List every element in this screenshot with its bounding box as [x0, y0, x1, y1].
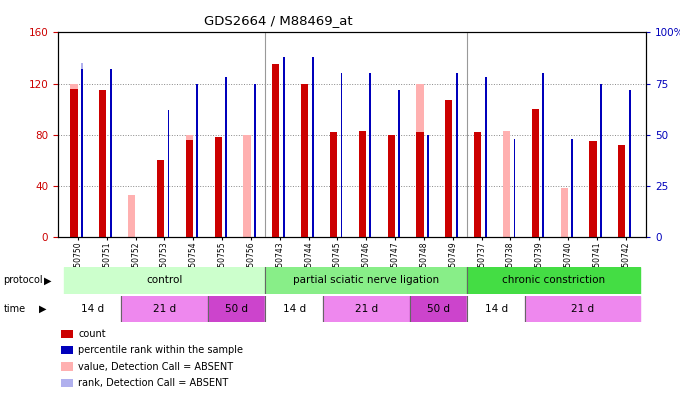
Bar	[63, 296, 121, 322]
Bar	[272, 64, 279, 237]
Text: GDS2664 / M88469_at: GDS2664 / M88469_at	[204, 14, 353, 27]
Bar	[70, 89, 78, 237]
Text: chronic constriction: chronic constriction	[502, 275, 605, 286]
Bar	[388, 134, 394, 237]
Text: percentile rank within the sample: percentile rank within the sample	[78, 345, 243, 355]
Bar	[265, 267, 467, 294]
Bar	[70, 83, 78, 237]
Text: 21 d: 21 d	[355, 304, 378, 314]
Bar	[341, 73, 343, 237]
Text: count: count	[78, 329, 106, 339]
Text: ▶: ▶	[44, 275, 52, 286]
Bar	[110, 69, 112, 237]
Bar	[571, 139, 573, 237]
Bar	[358, 131, 366, 237]
Bar	[456, 73, 458, 237]
Bar	[63, 267, 265, 294]
Text: partial sciatic nerve ligation: partial sciatic nerve ligation	[293, 275, 439, 286]
Text: 14 d: 14 d	[283, 304, 306, 314]
Text: 50 d: 50 d	[225, 304, 248, 314]
Bar	[485, 77, 487, 237]
Bar	[543, 73, 544, 237]
Bar	[186, 140, 193, 237]
Text: rank, Detection Call = ABSENT: rank, Detection Call = ABSENT	[78, 378, 228, 388]
Bar	[312, 57, 313, 237]
Bar	[81, 63, 83, 237]
Bar	[445, 100, 452, 237]
Bar	[330, 132, 337, 237]
Text: 14 d: 14 d	[81, 304, 104, 314]
Text: 14 d: 14 d	[485, 304, 508, 314]
Bar	[186, 134, 193, 237]
Bar	[369, 155, 371, 237]
Bar	[427, 134, 429, 237]
Bar	[629, 90, 631, 237]
Bar	[503, 131, 510, 237]
Text: protocol: protocol	[3, 275, 43, 286]
Bar	[225, 77, 227, 237]
Bar	[323, 296, 409, 322]
Bar	[600, 83, 602, 237]
Text: ▶: ▶	[39, 304, 47, 314]
Bar	[409, 296, 467, 322]
Text: 21 d: 21 d	[571, 304, 594, 314]
Bar	[197, 83, 198, 237]
Bar	[398, 90, 400, 237]
Bar	[427, 134, 429, 237]
Text: control: control	[146, 275, 183, 286]
Bar	[168, 110, 169, 237]
Bar	[416, 132, 424, 237]
Bar	[254, 83, 256, 237]
Bar	[81, 69, 83, 237]
Bar	[416, 83, 424, 237]
Bar	[467, 267, 641, 294]
Text: 21 d: 21 d	[153, 304, 176, 314]
Text: time: time	[3, 304, 26, 314]
Bar	[513, 139, 515, 237]
Bar	[474, 132, 481, 237]
Bar	[265, 296, 323, 322]
Bar	[214, 137, 222, 237]
Bar	[128, 195, 135, 237]
Bar	[525, 296, 641, 322]
Bar	[369, 73, 371, 237]
Text: 50 d: 50 d	[427, 304, 450, 314]
Bar	[157, 160, 164, 237]
Bar	[99, 90, 106, 237]
Bar	[121, 296, 207, 322]
Text: value, Detection Call = ABSENT: value, Detection Call = ABSENT	[78, 362, 233, 371]
Bar	[532, 109, 539, 237]
Bar	[283, 57, 285, 237]
Bar	[560, 188, 568, 237]
Bar	[207, 296, 265, 322]
Bar	[590, 141, 596, 237]
Bar	[301, 83, 308, 237]
Bar	[243, 134, 250, 237]
Bar	[618, 145, 626, 237]
Bar	[467, 296, 525, 322]
